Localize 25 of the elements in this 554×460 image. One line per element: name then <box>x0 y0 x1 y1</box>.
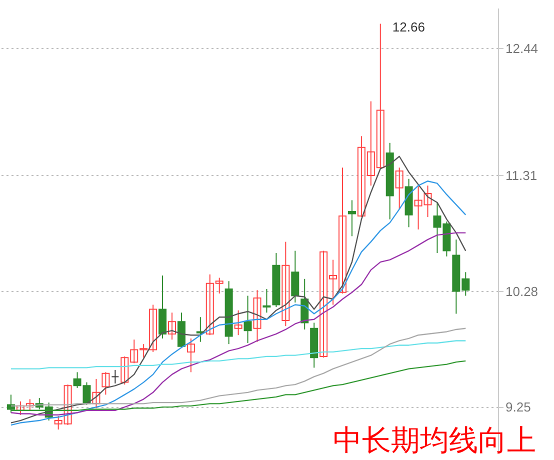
candlestick <box>16 400 24 416</box>
candlestick <box>395 167 404 210</box>
candlestick <box>282 241 290 327</box>
y-tick-label: 11.31 <box>506 168 538 183</box>
candlestick <box>26 398 34 411</box>
candlestick <box>149 304 158 352</box>
y-tick-label: 9.25 <box>506 400 531 415</box>
candlestick <box>234 310 242 336</box>
candlestick <box>6 394 15 414</box>
candlestick <box>196 316 204 342</box>
annotation: 12.66 <box>392 20 425 35</box>
candlestick <box>186 338 195 373</box>
y-tick-label: 12.44 <box>506 40 538 56</box>
candlestick <box>102 372 110 396</box>
candlestick <box>168 312 176 340</box>
candlestick <box>262 288 271 314</box>
candlestick <box>253 290 262 342</box>
candlestick <box>291 250 300 303</box>
candlestick <box>348 200 356 237</box>
line-series <box>10 340 466 370</box>
candlestick <box>111 369 120 384</box>
y-tick-label: 10.28 <box>506 284 538 299</box>
candlestick <box>244 295 252 344</box>
candlestick <box>92 378 100 409</box>
annotation: 中长期均线向上 <box>333 423 536 457</box>
